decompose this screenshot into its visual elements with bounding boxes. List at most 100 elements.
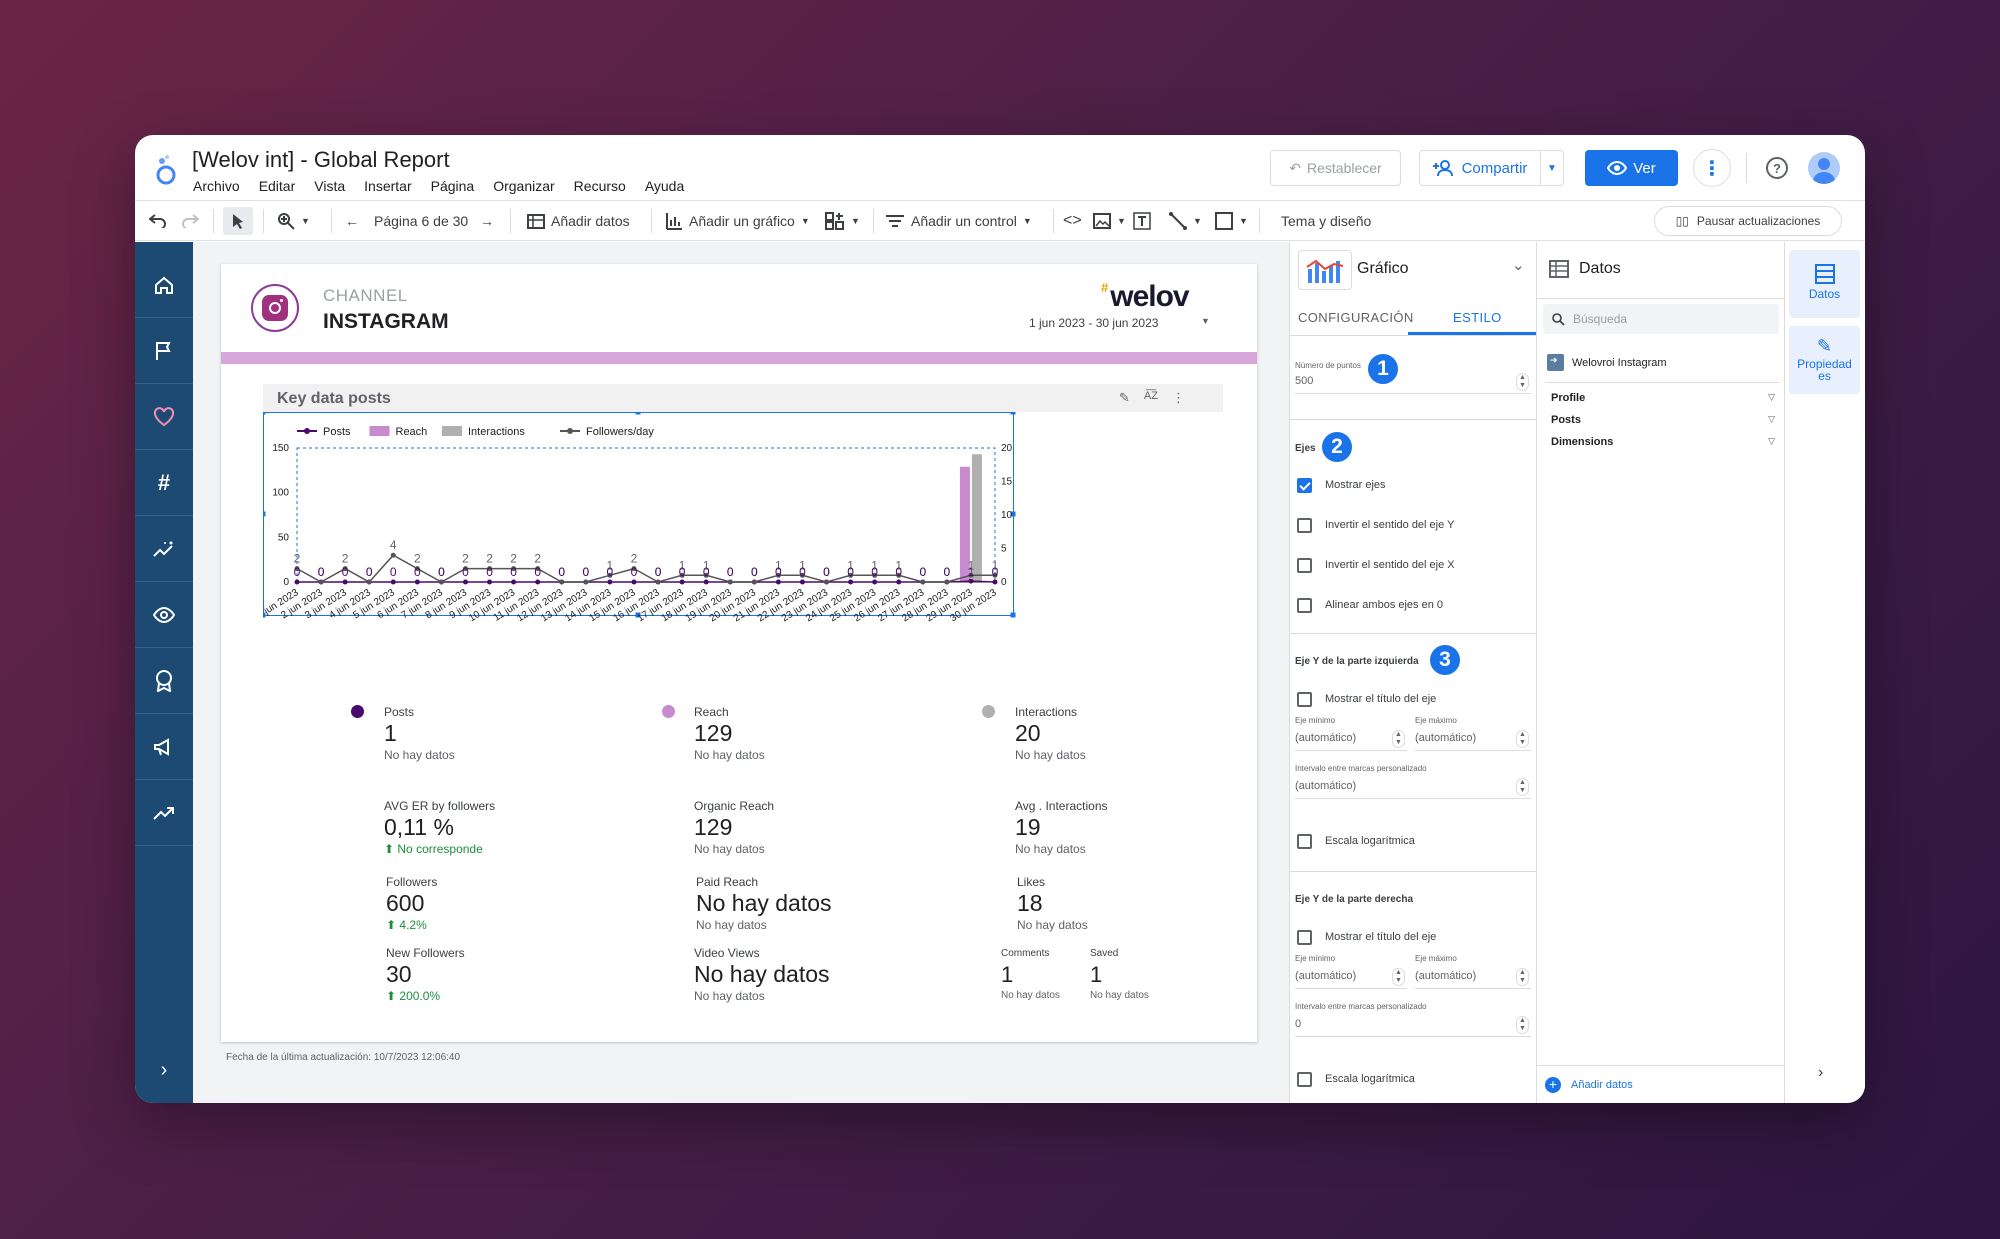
menu-vista[interactable]: Vista [314, 178, 346, 194]
avatar[interactable] [1808, 152, 1840, 184]
rail-data-button[interactable]: Datos [1789, 250, 1860, 318]
show-axes-checkbox[interactable] [1297, 478, 1312, 493]
menu-ayuda[interactable]: Ayuda [644, 178, 685, 194]
field-group-dimensions[interactable]: Dimensions ▽ [1551, 436, 1775, 448]
right-max-input[interactable]: (automático) ▲ ▼ [1415, 967, 1531, 989]
nav-home-icon[interactable] [135, 252, 193, 318]
add-control-button[interactable]: Añadir un control ▼ [885, 201, 1032, 241]
menu-organizar[interactable]: Organizar [493, 178, 555, 194]
left-interval-stepper-icon[interactable]: ▲ ▼ [1516, 778, 1529, 796]
chart-type-icon[interactable] [1298, 250, 1352, 290]
field-group-profile[interactable]: Profile ▽ [1551, 392, 1775, 404]
looker-studio-logo-icon[interactable] [153, 153, 179, 185]
theme-button[interactable]: Tema y diseño [1281, 213, 1372, 229]
left-show-title-checkbox[interactable] [1297, 692, 1312, 707]
nav-badge-icon[interactable] [135, 648, 193, 714]
kpi-saved-value: 1 [1090, 962, 1103, 987]
zoom-dropdown-icon[interactable]: ▼ [301, 216, 310, 226]
share-button[interactable]: Compartir ▼ [1419, 150, 1564, 186]
left-interval-input[interactable]: (automático) ▲ ▼ [1295, 777, 1531, 799]
prev-page-icon[interactable]: ← [345, 213, 359, 229]
share-main[interactable]: Compartir [1420, 151, 1541, 185]
left-max-stepper-icon[interactable]: ▲ ▼ [1516, 730, 1529, 748]
add-data-link[interactable]: + Añadir datos [1545, 1077, 1633, 1093]
points-input[interactable]: 500 ▲ ▼ [1295, 372, 1531, 394]
next-page-icon[interactable]: → [480, 213, 494, 229]
nav-hashtag-icon[interactable]: # [135, 450, 193, 516]
redo-icon[interactable] [181, 201, 199, 241]
kpi-saved-label: Saved [1090, 948, 1119, 959]
shape-icon[interactable]: ▼ [1215, 201, 1248, 241]
right-log-checkbox[interactable] [1297, 1072, 1312, 1087]
data-search-input[interactable]: Búsqueda [1543, 304, 1779, 334]
combo-chart[interactable]: Posts Reach Interactions Followers/day05010… [263, 412, 1223, 672]
nav-heart-icon[interactable] [135, 384, 193, 450]
field-group-posts[interactable]: Posts ▽ [1551, 414, 1775, 426]
point-posts [294, 579, 300, 585]
invert-y-checkbox[interactable] [1297, 518, 1312, 533]
nav-trending-up-icon[interactable] [135, 780, 193, 846]
community-viz-icon[interactable]: ▼ [825, 201, 860, 241]
nav-trending-stars-icon[interactable] [135, 516, 193, 582]
kpi-followers-sub: ⬆ 4.2% [386, 918, 427, 932]
nav-megaphone-icon[interactable] [135, 714, 193, 780]
line-icon[interactable]: ▼ [1169, 201, 1202, 241]
channel-label: CHANNEL [323, 286, 408, 305]
report-title[interactable]: [Welov int] - Global Report [192, 147, 450, 172]
rail-properties-button[interactable]: ✎ Propiedad es [1789, 326, 1860, 394]
embed-code-icon[interactable]: <> [1063, 212, 1082, 229]
menu-pagina[interactable]: Página [430, 178, 475, 194]
view-button[interactable]: Ver [1585, 150, 1678, 186]
edit-pencil-icon[interactable]: ✎ [1119, 390, 1130, 405]
right-max-stepper-icon[interactable]: ▲ ▼ [1516, 968, 1529, 986]
rail-collapse-icon[interactable]: › [1818, 1064, 1824, 1081]
nav-expand-icon[interactable]: › [160, 1058, 168, 1081]
image-icon[interactable]: ▼ [1093, 201, 1126, 241]
data-source-item[interactable]: Welovroi Instagram [1547, 354, 1667, 371]
right-min-stepper-icon[interactable]: ▲ ▼ [1392, 968, 1405, 986]
menu-insertar[interactable]: Insertar [364, 178, 412, 194]
kpi-interactions-label: Interactions [1015, 705, 1078, 719]
left-min-stepper-icon[interactable]: ▲ ▼ [1392, 730, 1405, 748]
nav-flag-icon[interactable] [135, 318, 193, 384]
align-zero-checkbox[interactable] [1297, 598, 1312, 613]
point-posts [775, 579, 781, 585]
y-right-tick-label: 15 [1001, 477, 1013, 488]
date-range-dropdown-icon[interactable]: ▼ [1201, 316, 1210, 326]
tab-configuracion[interactable]: CONFIGURACIÓN [1298, 310, 1414, 325]
share-dropdown-icon[interactable]: ▼ [1547, 162, 1557, 174]
right-interval-input[interactable]: 0 ▲ ▼ [1295, 1015, 1531, 1037]
tab-estilo[interactable]: ESTILO [1453, 310, 1502, 325]
select-pointer-icon[interactable] [232, 201, 244, 241]
menu-editar[interactable]: Editar [258, 178, 296, 194]
right-show-title-checkbox[interactable] [1297, 930, 1312, 945]
chart-type-dropdown-icon[interactable]: ⌄ [1512, 257, 1525, 274]
menu-recurso[interactable]: Recurso [573, 178, 626, 194]
invert-x-checkbox[interactable] [1297, 558, 1312, 573]
help-icon[interactable]: ? [1766, 157, 1788, 179]
chart-more-icon[interactable]: ⋮ [1171, 390, 1185, 405]
nav-eye-icon[interactable] [135, 582, 193, 648]
restore-button[interactable]: ↶ Restablecer [1270, 150, 1401, 186]
sort-az-icon[interactable]: A͞Z [1143, 390, 1158, 402]
pause-updates-button[interactable]: ▯▯ Pausar actualizaciones [1654, 206, 1842, 236]
menu-archivo[interactable]: Archivo [193, 178, 240, 194]
left-min-input[interactable]: (automático) ▲ ▼ [1295, 729, 1407, 751]
undo-icon[interactable] [149, 201, 167, 241]
left-max-input[interactable]: (automático) ▲ ▼ [1415, 729, 1531, 751]
zoom-icon[interactable]: ▼ [277, 201, 310, 241]
left-log-checkbox[interactable] [1297, 834, 1312, 849]
add-data-button[interactable]: Añadir datos [527, 201, 630, 241]
right-interval-stepper-icon[interactable]: ▲ ▼ [1516, 1016, 1529, 1034]
point-followers-day [872, 572, 878, 578]
kpi-posts-value: 1 [384, 720, 397, 746]
more-options-icon[interactable]: ⋮ [1693, 149, 1731, 187]
add-chart-button[interactable]: Añadir un gráfico ▼ [665, 201, 810, 241]
right-min-input[interactable]: (automático) ▲ ▼ [1295, 967, 1407, 989]
points-stepper-icon[interactable]: ▲ ▼ [1516, 373, 1529, 391]
date-range-control[interactable]: 1 jun 2023 - 30 jun 2023 [1029, 316, 1159, 330]
bar-reach [959, 466, 970, 582]
kpi-reach-value: 129 [694, 720, 733, 746]
text-box-icon[interactable] [1133, 201, 1151, 241]
posts-data-label: 0 [510, 565, 517, 579]
